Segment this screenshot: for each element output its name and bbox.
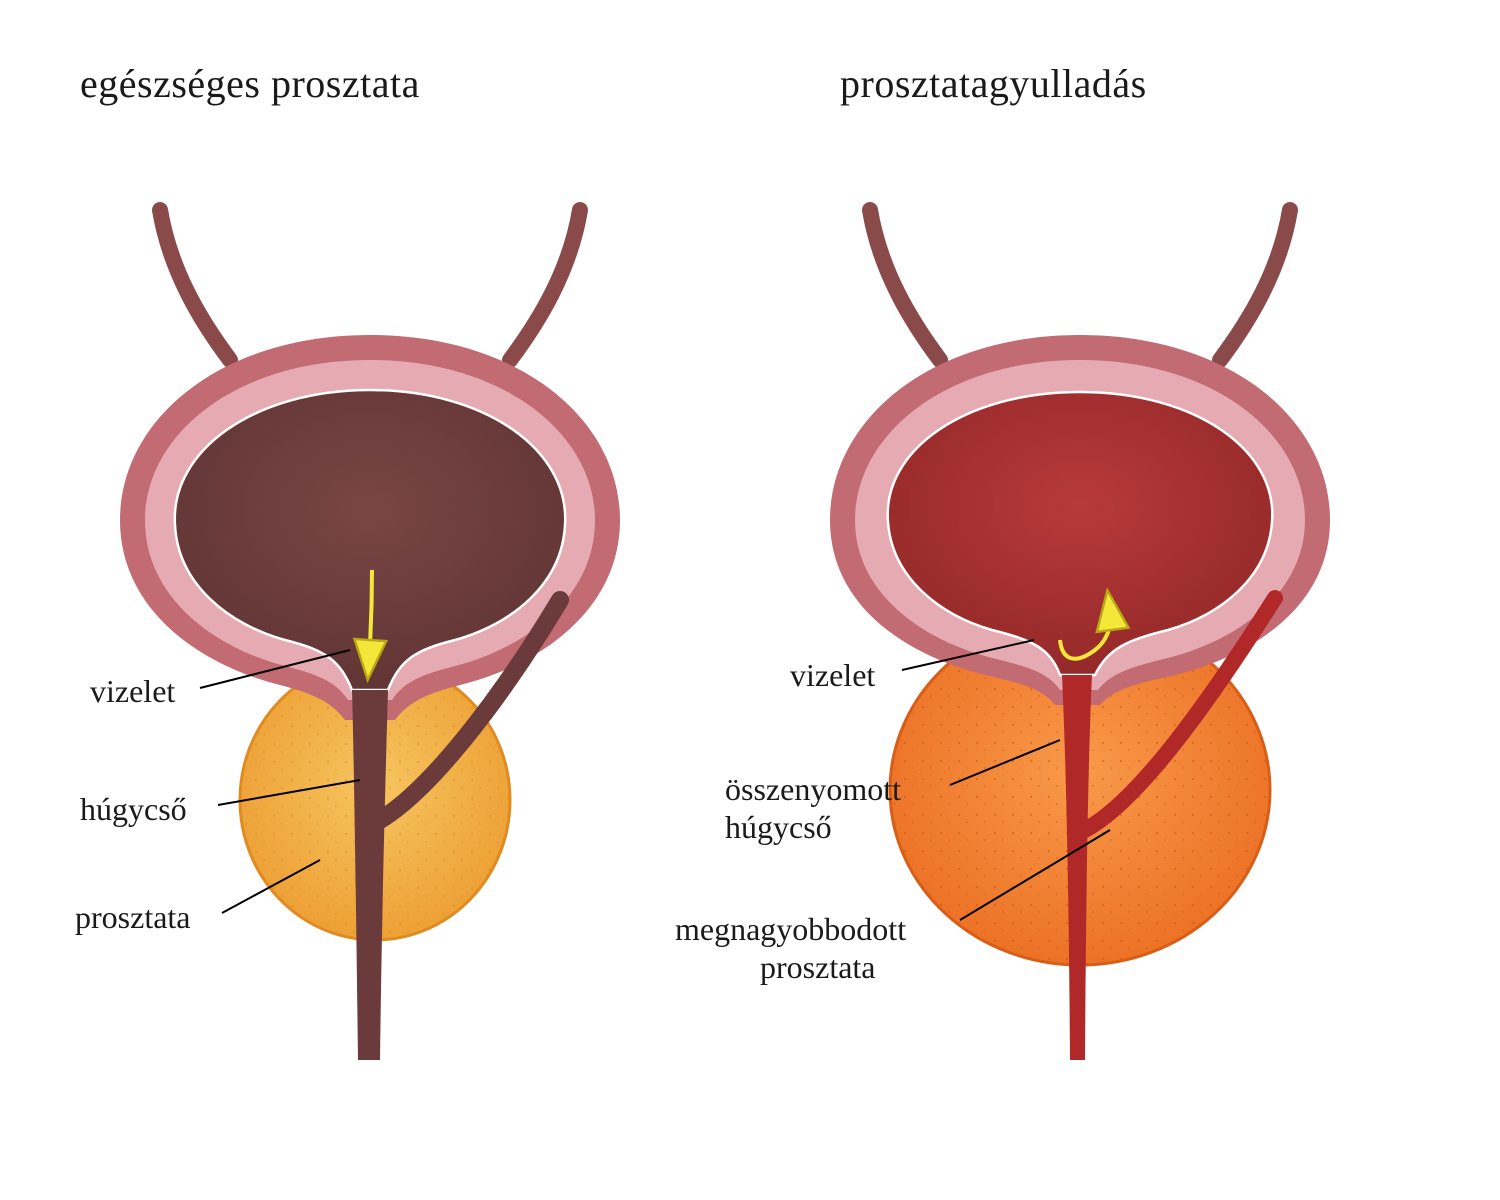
anatomy-svg — [0, 0, 1500, 1200]
label-urethra-right-line1: összenyomott — [725, 770, 901, 808]
ureter-right-l — [870, 210, 940, 360]
label-prostate-right-line2: prosztata — [760, 948, 876, 986]
title-right: prosztatagyulladás — [840, 60, 1147, 107]
ureter-left-l — [160, 210, 230, 360]
ureter-left-r — [510, 210, 580, 360]
label-urine-left: vizelet — [90, 672, 175, 710]
title-left: egészséges prosztata — [80, 60, 420, 107]
label-prostate-left: prosztata — [75, 898, 191, 936]
urethra-left — [352, 690, 388, 1060]
ureter-right-r — [1220, 210, 1290, 360]
label-prostate-right-line1: megnagyobbodott — [675, 910, 906, 948]
diagram-canvas: egészséges prosztata prosztatagyulladás … — [0, 0, 1500, 1200]
label-urethra-right-line2: húgycső — [725, 808, 832, 846]
label-urethra-left: húgycső — [80, 790, 187, 828]
panel-healthy — [120, 210, 620, 1060]
label-urine-right: vizelet — [790, 656, 875, 694]
